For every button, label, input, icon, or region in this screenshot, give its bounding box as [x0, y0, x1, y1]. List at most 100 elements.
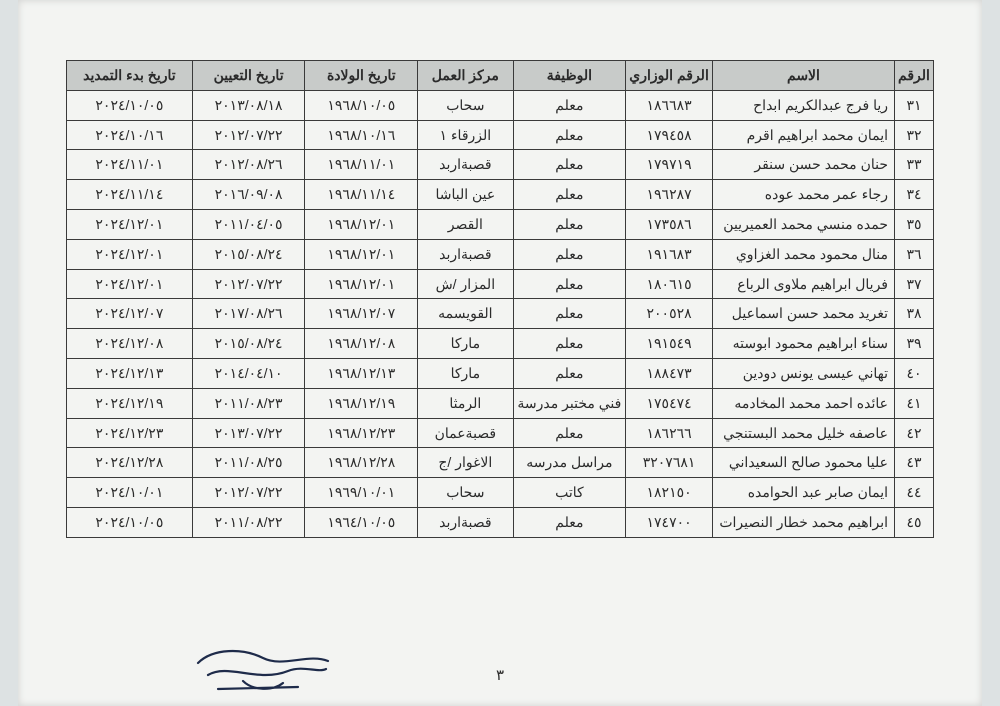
- cell-ctr: عين الباشا: [418, 180, 513, 210]
- table-row: ٣٨تغريد محمد حسن اسماعيل٢٠٠٥٢٨معلمالقويس…: [67, 299, 934, 329]
- cell-dob: ١٩٦٨/١٢/٠١: [305, 239, 418, 269]
- cell-name: رجاء عمر محمد عوده: [712, 180, 894, 210]
- cell-dob: ١٩٦٨/١٠/١٦: [305, 120, 418, 150]
- cell-job: فني مختبر مدرسة: [513, 388, 626, 418]
- cell-name: ريا فرج عبدالكريم ابداح: [712, 90, 894, 120]
- cell-min: ١٧٩٤٥٨: [626, 120, 713, 150]
- cell-ext: ٢٠٢٤/١١/١٤: [67, 180, 193, 210]
- cell-apt: ٢٠١٥/٠٨/٢٤: [192, 329, 305, 359]
- cell-num: ٣٢: [895, 120, 934, 150]
- cell-ext: ٢٠٢٤/١٠/٠٥: [67, 507, 193, 537]
- cell-ctr: قصبةعمان: [418, 418, 513, 448]
- table-row: ٤١عائده احمد محمد المخادمه١٧٥٤٧٤فني مختب…: [67, 388, 934, 418]
- table-row: ٣٢ايمان محمد ابراهيم اقرم١٧٩٤٥٨معلمالزرق…: [67, 120, 934, 150]
- cell-ext: ٢٠٢٤/١٢/٠٧: [67, 299, 193, 329]
- cell-num: ٣٨: [895, 299, 934, 329]
- cell-min: ١٧٥٤٧٤: [626, 388, 713, 418]
- page-number: ٣: [18, 666, 982, 684]
- cell-ctr: ماركا: [418, 358, 513, 388]
- cell-ext: ٢٠٢٤/١٢/٠١: [67, 269, 193, 299]
- cell-ctr: القويسمه: [418, 299, 513, 329]
- table-row: ٤٣عليا محمود صالح السعيداني٣٢٠٧٦٨١مراسل …: [67, 448, 934, 478]
- cell-job: معلم: [513, 90, 626, 120]
- cell-apt: ٢٠١٢/٠٧/٢٢: [192, 269, 305, 299]
- cell-num: ٣٦: [895, 239, 934, 269]
- cell-ext: ٢٠٢٤/١٠/٠١: [67, 478, 193, 508]
- cell-min: ١٩١٥٤٩: [626, 329, 713, 359]
- cell-ext: ٢٠٢٤/١٢/٠٨: [67, 329, 193, 359]
- cell-num: ٣٤: [895, 180, 934, 210]
- signature-icon: [188, 643, 338, 698]
- table-row: ٤٥ابراهيم محمد خطار النصيرات١٧٤٧٠٠معلمقص…: [67, 507, 934, 537]
- cell-name: منال محمود محمد الغزاوي: [712, 239, 894, 269]
- cell-min: ١٨٢١٥٠: [626, 478, 713, 508]
- cell-min: ١٨٦٢٦٦: [626, 418, 713, 448]
- cell-ext: ٢٠٢٤/١٢/١٩: [67, 388, 193, 418]
- cell-ctr: قصبةاربد: [418, 239, 513, 269]
- cell-ext: ٢٠٢٤/١٢/٠١: [67, 239, 193, 269]
- cell-min: ١٨٠٦١٥: [626, 269, 713, 299]
- cell-apt: ٢٠١٢/٠٧/٢٢: [192, 120, 305, 150]
- cell-apt: ٢٠١٤/٠٤/١٠: [192, 358, 305, 388]
- cell-min: ١٩١٦٨٣: [626, 239, 713, 269]
- cell-job: معلم: [513, 329, 626, 359]
- col-header-num: الرقم: [895, 61, 934, 91]
- cell-apt: ٢٠١٢/٠٨/٢٦: [192, 150, 305, 180]
- cell-dob: ١٩٦٩/١٠/٠١: [305, 478, 418, 508]
- cell-name: حمده منسي محمد العميريين: [712, 209, 894, 239]
- cell-min: ١٧٣٥٨٦: [626, 209, 713, 239]
- cell-name: عاصفه خليل محمد البستنجي: [712, 418, 894, 448]
- table-row: ٤٠تهاني عيسى يونس دودين١٨٨٤٧٣معلمماركا١٩…: [67, 358, 934, 388]
- cell-ctr: المزار /ش: [418, 269, 513, 299]
- cell-ctr: سحاب: [418, 478, 513, 508]
- cell-name: عليا محمود صالح السعيداني: [712, 448, 894, 478]
- cell-dob: ١٩٦٤/١٠/٠٥: [305, 507, 418, 537]
- cell-apt: ٢٠١١/٠٨/٢٢: [192, 507, 305, 537]
- cell-name: حنان محمد حسن سنقر: [712, 150, 894, 180]
- cell-name: ابراهيم محمد خطار النصيرات: [712, 507, 894, 537]
- cell-dob: ١٩٦٨/١٢/٢٣: [305, 418, 418, 448]
- cell-name: سناء ابراهيم محمود ابوسته: [712, 329, 894, 359]
- cell-num: ٣٥: [895, 209, 934, 239]
- cell-dob: ١٩٦٨/١٢/٢٨: [305, 448, 418, 478]
- cell-name: عائده احمد محمد المخادمه: [712, 388, 894, 418]
- cell-min: ١٧٤٧٠٠: [626, 507, 713, 537]
- cell-apt: ٢٠١١/٠٨/٢٣: [192, 388, 305, 418]
- cell-dob: ١٩٦٨/١٢/٠١: [305, 209, 418, 239]
- cell-num: ٤٣: [895, 448, 934, 478]
- cell-job: معلم: [513, 209, 626, 239]
- table-body: ٣١ريا فرج عبدالكريم ابداح١٨٦٦٨٣معلمسحاب١…: [67, 90, 934, 537]
- cell-min: ١٧٩٧١٩: [626, 150, 713, 180]
- table-row: ٣١ريا فرج عبدالكريم ابداح١٨٦٦٨٣معلمسحاب١…: [67, 90, 934, 120]
- cell-dob: ١٩٦٨/١٠/٠٥: [305, 90, 418, 120]
- cell-name: تغريد محمد حسن اسماعيل: [712, 299, 894, 329]
- table-row: ٣٧فريال ابراهيم ملاوى الرباع١٨٠٦١٥معلمال…: [67, 269, 934, 299]
- cell-job: كاتب: [513, 478, 626, 508]
- cell-ext: ٢٠٢٤/١٠/١٦: [67, 120, 193, 150]
- cell-job: معلم: [513, 358, 626, 388]
- cell-apt: ٢٠١٢/٠٧/٢٢: [192, 478, 305, 508]
- cell-dob: ١٩٦٨/١٢/٠١: [305, 269, 418, 299]
- cell-ctr: الاغوار /ج: [418, 448, 513, 478]
- table-row: ٣٥حمده منسي محمد العميريين١٧٣٥٨٦معلمالقص…: [67, 209, 934, 239]
- cell-job: معلم: [513, 418, 626, 448]
- cell-min: ٣٢٠٧٦٨١: [626, 448, 713, 478]
- cell-min: ٢٠٠٥٢٨: [626, 299, 713, 329]
- cell-num: ٣٧: [895, 269, 934, 299]
- cell-apt: ٢٠١٣/٠٧/٢٢: [192, 418, 305, 448]
- cell-min: ١٨٦٦٨٣: [626, 90, 713, 120]
- cell-dob: ١٩٦٨/١٢/٠٧: [305, 299, 418, 329]
- table-row: ٣٩سناء ابراهيم محمود ابوسته١٩١٥٤٩معلممار…: [67, 329, 934, 359]
- cell-num: ٤٥: [895, 507, 934, 537]
- col-header-ext: تاريخ بدء التمديد: [67, 61, 193, 91]
- cell-job: معلم: [513, 299, 626, 329]
- col-header-name: الاسم: [712, 61, 894, 91]
- cell-ctr: الرمثا: [418, 388, 513, 418]
- table-header-row: الرقم الاسم الرقم الوزاري الوظيفة مركز ا…: [67, 61, 934, 91]
- cell-apt: ٢٠١١/٠٤/٠٥: [192, 209, 305, 239]
- cell-min: ١٩٦٢٨٧: [626, 180, 713, 210]
- col-header-apt: تاريخ التعيين: [192, 61, 305, 91]
- col-header-job: الوظيفة: [513, 61, 626, 91]
- cell-apt: ٢٠١٦/٠٩/٠٨: [192, 180, 305, 210]
- cell-job: معلم: [513, 150, 626, 180]
